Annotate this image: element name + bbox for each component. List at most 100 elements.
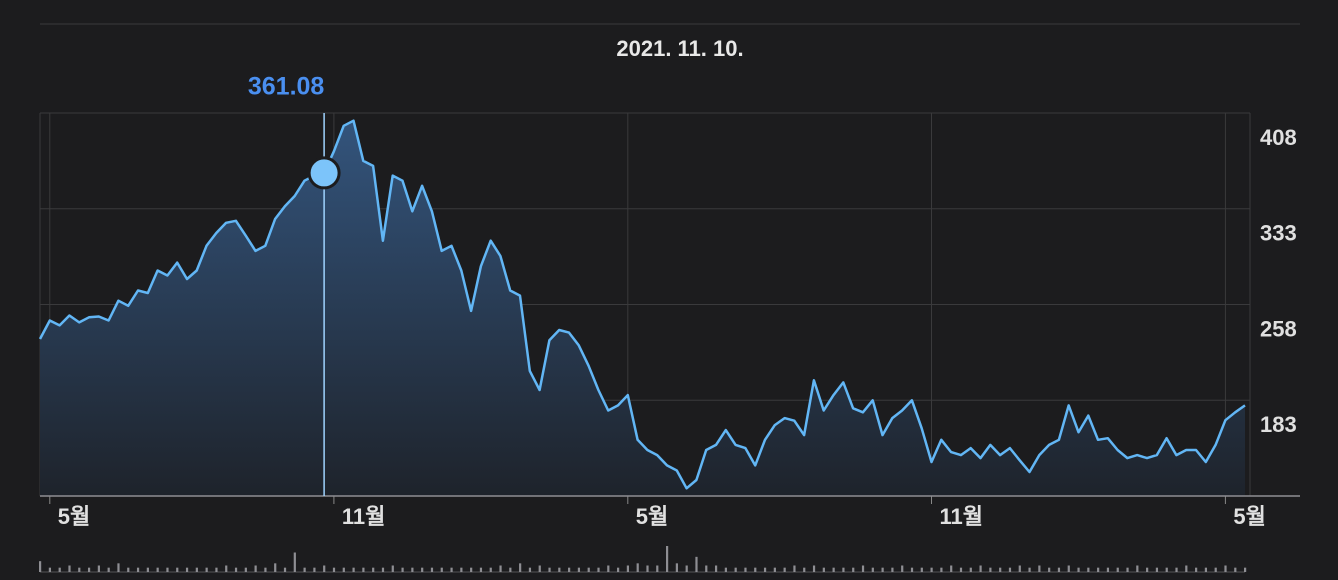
volume-bar: [528, 567, 532, 572]
volume-bar: [548, 567, 551, 572]
x-tick-label: 5월: [58, 504, 90, 529]
volume-bar: [97, 565, 100, 572]
volume-bar: [381, 567, 385, 572]
volume-bar: [891, 567, 894, 572]
cursor-value: 361.08: [248, 73, 325, 101]
volume-bar: [166, 567, 169, 572]
volume-bar: [401, 567, 404, 572]
volume-bar: [930, 567, 933, 572]
volume-bar: [1234, 567, 1237, 572]
volume-bar: [205, 567, 208, 572]
volume-bar: [1155, 567, 1159, 572]
volume-bar: [842, 567, 845, 572]
volume-bar: [852, 567, 855, 572]
volume-bar: [793, 565, 796, 572]
volume-bar: [1057, 567, 1061, 572]
volume-bar: [665, 546, 669, 572]
volume-bar: [313, 567, 316, 572]
volume-bar: [323, 565, 326, 572]
volume-bar: [460, 567, 463, 572]
volume-bar: [646, 565, 649, 572]
x-tick-label: 5월: [636, 504, 668, 529]
volume-bar: [1175, 567, 1178, 572]
area: [40, 120, 1245, 496]
volume-bar: [293, 552, 296, 572]
volume-bar: [136, 567, 140, 572]
volume-bar: [754, 567, 757, 572]
volume-bar: [685, 565, 688, 572]
volume-bar: [724, 567, 727, 572]
volume-bar: [1097, 567, 1100, 572]
volume-bar: [185, 567, 189, 572]
volume-bar: [871, 567, 874, 572]
volume-bar: [959, 567, 963, 572]
volume-bar: [470, 567, 473, 572]
volume-bar: [969, 567, 972, 572]
volume-bar: [1087, 567, 1090, 572]
volume-bar: [107, 567, 110, 572]
volume-bar: [656, 565, 659, 572]
volume-bar: [1028, 567, 1031, 572]
volume-bar: [117, 563, 120, 572]
volume-bar: [225, 565, 228, 572]
volume-bar: [558, 567, 561, 572]
volume-bar: [274, 563, 277, 572]
volume-bar: [1008, 567, 1012, 572]
volume-bar: [87, 567, 91, 572]
volume-bar: [1018, 565, 1021, 572]
volume-bar: [68, 565, 71, 572]
volume-bar: [215, 567, 218, 572]
volume-bar: [1214, 567, 1217, 572]
volume-bar: [734, 567, 737, 572]
volume-bar: [499, 565, 502, 572]
volume-bar: [617, 567, 620, 572]
volume-bar: [714, 565, 718, 572]
volume-bar: [950, 565, 953, 572]
volume-bar: [352, 567, 355, 572]
volume-bar: [920, 567, 923, 572]
volume-bar: [342, 567, 345, 572]
volume-bar: [705, 565, 708, 572]
volume-bar: [411, 567, 414, 572]
volume-bar: [303, 567, 306, 572]
volume-bar: [979, 565, 982, 572]
x-tick-label: 11월: [940, 504, 984, 529]
volume-bar: [568, 567, 571, 572]
volume-bar: [509, 567, 512, 572]
volume-bar: [832, 567, 835, 572]
volume-bar: [264, 567, 267, 572]
volume-bar: [254, 565, 257, 572]
y-tick-label: 333: [1260, 221, 1297, 246]
volume-bar: [881, 567, 884, 572]
volume-bar: [1165, 567, 1168, 572]
cursor-point: [307, 156, 341, 190]
volume-bar: [675, 563, 678, 572]
volume-bar: [626, 565, 630, 572]
volume-bar: [1126, 567, 1129, 572]
volume-bar: [489, 567, 492, 572]
volume-bar: [440, 567, 443, 572]
volume-bar: [450, 567, 453, 572]
volume-bar: [744, 567, 747, 572]
volume-bar: [1048, 567, 1051, 572]
volume-bar: [1204, 567, 1208, 572]
volume-bar: [127, 567, 130, 572]
price-line: [38, 119, 1246, 490]
y-tick-label: 258: [1260, 316, 1297, 341]
volume-bar: [695, 556, 698, 572]
volume-bar: [607, 565, 610, 572]
volume-bar: [479, 567, 483, 572]
volume-bar: [1077, 567, 1080, 572]
volume-bar: [597, 567, 600, 572]
volume-bar: [39, 561, 42, 572]
volume-bar: [901, 565, 904, 572]
volume-bar: [195, 567, 198, 572]
volume-bar: [78, 567, 81, 572]
volume-bar: [1244, 567, 1247, 572]
y-tick-label: 408: [1260, 125, 1297, 150]
volume-bar: [989, 567, 992, 572]
volume-bar: [421, 567, 424, 572]
volume-bar: [1136, 565, 1139, 572]
